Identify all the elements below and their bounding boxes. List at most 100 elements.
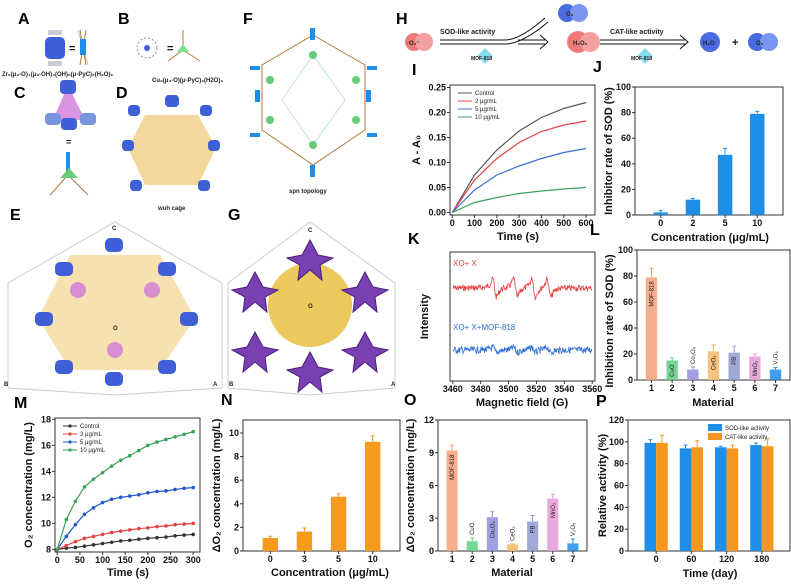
bar-label: MnO₂ — [551, 502, 557, 518]
x-tick-label: 5 — [723, 218, 728, 228]
data-point — [146, 443, 150, 448]
y-axis-title: ΔO₂ concentration (mg/L) — [405, 418, 417, 552]
x-tick-label: 2 — [690, 218, 695, 228]
data-point — [127, 528, 132, 532]
bar — [685, 199, 701, 215]
origin-label-e: O — [113, 326, 118, 332]
bar — [728, 352, 740, 380]
spectrum-label: XO+ X+MOF-818 — [453, 323, 516, 332]
data-point — [164, 437, 168, 442]
x-tick-label: 6 — [550, 554, 555, 564]
o2-final-label: O₂ — [756, 41, 764, 47]
y-tick-label: 0.05 — [428, 183, 446, 193]
y-tick-label: 80 — [621, 108, 631, 118]
bar — [506, 544, 519, 551]
bar — [691, 447, 704, 551]
data-point — [137, 448, 141, 453]
y-tick-label: 12 — [41, 492, 51, 502]
x-tick-label: 200 — [140, 555, 155, 565]
bar — [365, 441, 381, 551]
x-tick-label: 60 — [686, 554, 696, 564]
data-point — [155, 489, 159, 494]
x-axis-title: Material — [491, 567, 533, 579]
x-tick-label: 1 — [450, 554, 455, 564]
bar — [446, 450, 458, 551]
legend-marker — [68, 448, 72, 452]
bar — [330, 496, 347, 551]
panel-label-g: G — [228, 207, 240, 224]
panel-label-i: I — [412, 62, 416, 79]
y-tick-label: 0.15 — [428, 133, 446, 143]
bar-label: V₂O₅ — [774, 351, 780, 365]
y-tick-label: 80 — [623, 271, 633, 281]
mof-818-catalyst-label-2: MOF-818 — [631, 56, 652, 62]
plot-frame — [54, 417, 201, 553]
panel-label-e: E — [10, 207, 21, 224]
panel-label-b: B — [118, 11, 130, 28]
data-point — [164, 489, 168, 493]
legend-label: Control — [475, 91, 494, 97]
y-axis-title: A - A₀ — [411, 135, 423, 165]
x-axis-title: Material — [692, 397, 734, 409]
y-tick-label: 6 — [429, 481, 434, 491]
bar-label: PB — [732, 357, 738, 365]
panel-label-l: L — [590, 222, 600, 239]
legend-marker — [68, 432, 72, 436]
axis-b-label-e: B — [4, 382, 9, 388]
y-axis-title: ΔO₂ concentration (mg/L) — [211, 418, 223, 552]
data-point — [73, 522, 78, 527]
data-point — [118, 458, 123, 463]
y-tick-label: 6 — [234, 475, 239, 485]
x-tick-label: 5 — [530, 554, 535, 564]
data-point — [182, 522, 186, 526]
plot-frame — [634, 86, 784, 216]
o2-product-label: O₂ — [566, 12, 574, 18]
data-point — [109, 497, 114, 502]
panel-label-c: C — [14, 85, 26, 102]
data-point — [82, 485, 87, 489]
h2o2-label: H₂O₂ — [573, 41, 588, 47]
bar — [687, 369, 699, 380]
y-tick-label: 0 — [628, 375, 633, 385]
chart-l: Material Inhibition rate of SOD (%) 0 20 40 6… — [604, 245, 791, 409]
panel-label-h: H — [396, 11, 408, 28]
data-point — [173, 487, 177, 492]
epr-spectrum-0 — [452, 275, 593, 301]
data-point — [91, 534, 96, 539]
cu-cluster-formula: Cu₃(μ₃-O)(μ-PyC)₃(H2O)₃ — [152, 78, 223, 84]
bar — [527, 521, 539, 551]
origin-label-g: O — [308, 304, 313, 310]
plot-frame — [449, 84, 596, 216]
data-point — [127, 494, 132, 498]
mof-818-catalyst-label-1: MOF-818 — [471, 56, 492, 62]
data-point — [73, 545, 78, 550]
x-tick-label: 120 — [719, 554, 734, 564]
x-tick-label: 400 — [534, 218, 549, 228]
bar — [296, 531, 313, 551]
tetrahedron-illustration — [45, 80, 96, 196]
x-tick-label: 50 — [75, 555, 85, 565]
y-axis-title: Relative activity (%) — [597, 434, 609, 538]
data-point — [64, 534, 69, 539]
data-point — [191, 532, 196, 537]
wuh-cage-illustration — [122, 95, 220, 191]
panel-label-n: N — [221, 392, 233, 409]
x-tick-label: 0 — [658, 218, 663, 228]
data-point — [109, 540, 114, 545]
bar — [547, 498, 559, 551]
cu-cluster-illustration — [136, 30, 201, 62]
x-tick-label: 250 — [163, 555, 178, 565]
spn-topology-label: spn topology — [289, 189, 327, 195]
y-tick-label: 8 — [234, 452, 239, 462]
panel-label-f: F — [243, 11, 253, 28]
bar — [666, 360, 678, 380]
x-axis-title: Time (s) — [497, 231, 539, 243]
data-point — [146, 491, 150, 495]
data-point — [191, 429, 196, 434]
panel-label-j: J — [593, 59, 602, 76]
y-tick-label: 0.25 — [428, 83, 446, 93]
legend-label: 3 μg/mL — [80, 432, 102, 438]
x-tick-label: 5 — [336, 554, 341, 564]
y-tick-label: 60 — [623, 297, 633, 307]
